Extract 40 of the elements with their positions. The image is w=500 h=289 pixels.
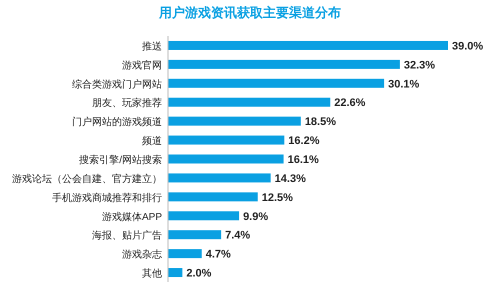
bar	[168, 249, 202, 258]
bar	[168, 192, 258, 202]
data-label: 18.5%	[304, 116, 336, 128]
bar	[168, 211, 240, 220]
bar	[168, 60, 400, 69]
data-label: 39.0%	[452, 40, 484, 52]
y-tick-label: 游戏杂志	[122, 248, 162, 261]
data-label: 32.3%	[404, 59, 436, 72]
data-label: 7.4%	[225, 230, 250, 242]
y-tick-label: 游戏论坛（公会自建、官方建立）	[12, 172, 162, 185]
data-label: 2.0%	[186, 268, 212, 280]
bar	[168, 98, 330, 107]
data-label: 12.5%	[262, 192, 294, 204]
y-tick-label: 游戏官网	[122, 59, 162, 72]
y-tick-label: 朋友、玩家推荐	[92, 97, 162, 110]
y-tick-label: 手机游戏商城推荐和排行	[52, 192, 162, 204]
data-label: 4.7%	[206, 248, 232, 261]
y-tick-label: 搜索引擎/网站搜索	[79, 154, 162, 166]
bar	[168, 136, 284, 145]
bar	[168, 173, 271, 182]
bar	[168, 40, 448, 50]
data-label: 30.1%	[388, 78, 420, 90]
chart-title: 用户游戏资讯获取主要渠道分布	[158, 5, 341, 20]
y-tick-label: 游戏媒体APP	[102, 210, 162, 223]
y-tick-label: 综合类游戏门户网站	[72, 78, 162, 90]
bar	[168, 154, 284, 164]
bar	[168, 268, 182, 278]
data-label: 22.6%	[334, 97, 366, 110]
y-tick-label: 海报、贴片广告	[92, 230, 162, 242]
data-label: 16.1%	[288, 154, 319, 166]
data-label: 16.2%	[288, 135, 320, 148]
y-tick-label: 门户网站的游戏频道	[72, 116, 162, 128]
bar	[168, 78, 384, 88]
data-label: 9.9%	[243, 210, 268, 223]
bar	[168, 230, 222, 240]
data-label: 14.3%	[274, 172, 306, 185]
y-tick-label: 频道	[142, 135, 162, 148]
y-tick-label: 其他	[142, 268, 162, 280]
y-tick-label: 推送	[142, 40, 162, 52]
bar	[168, 116, 301, 126]
